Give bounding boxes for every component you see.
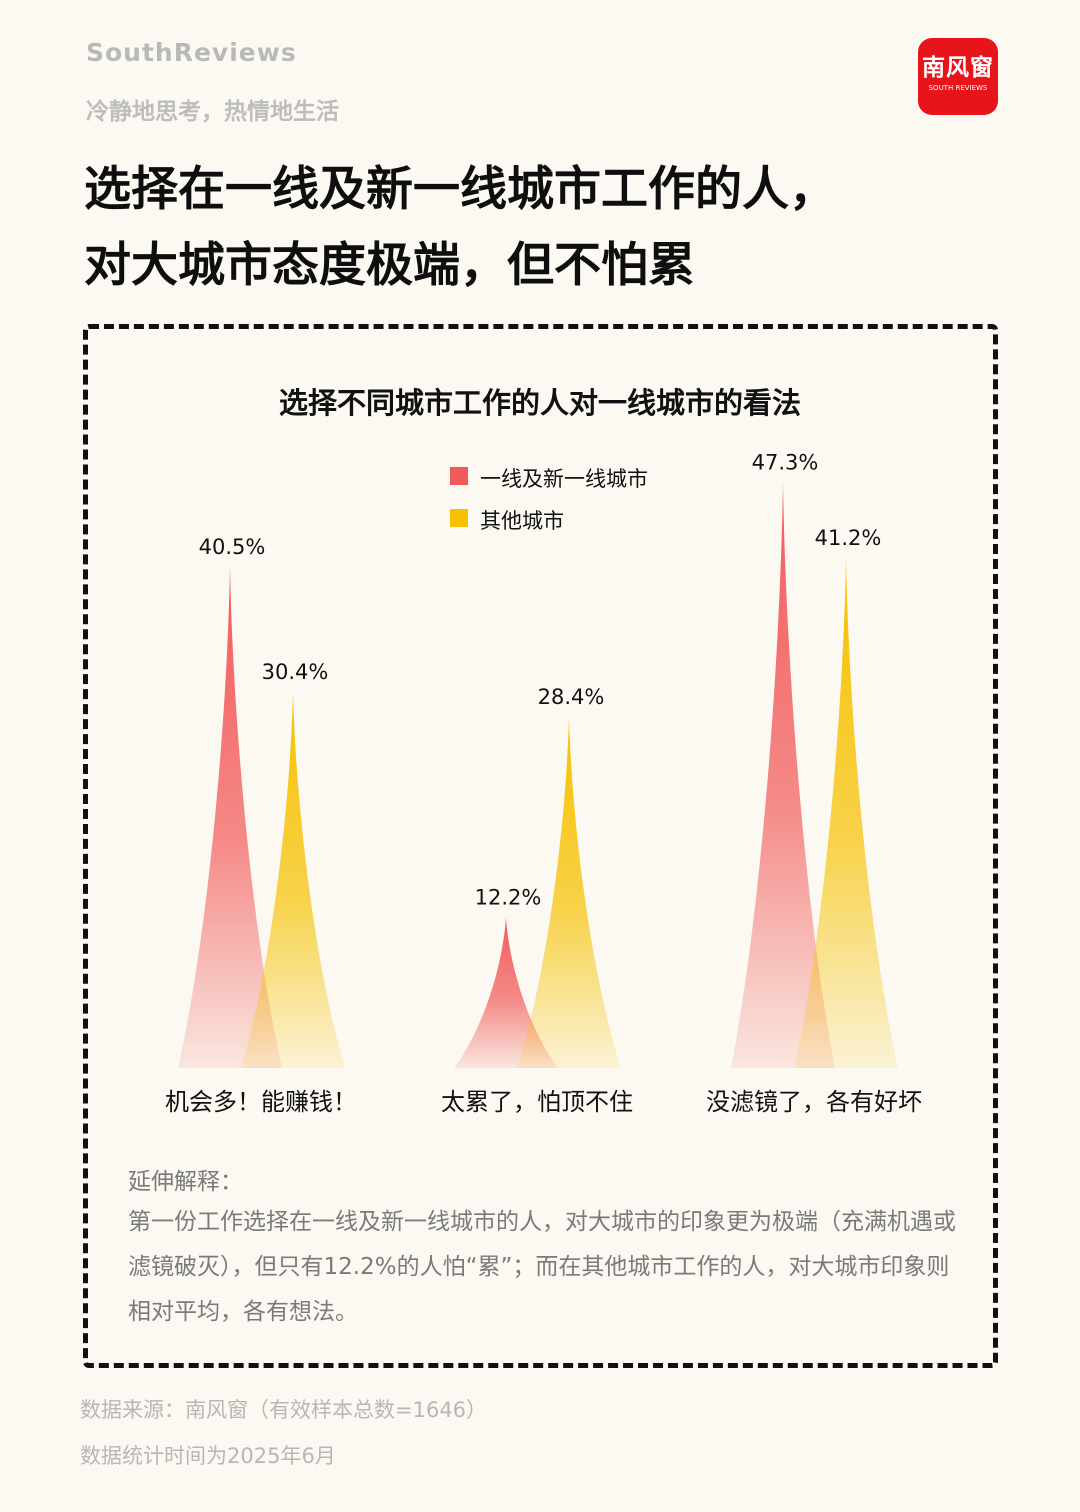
stat-time: 数据统计时间为2025年6月 bbox=[80, 1444, 336, 1468]
brand-logo: 南风窗 SOUTH REVIEWS bbox=[918, 38, 998, 115]
peak-other-1 bbox=[517, 715, 621, 1068]
legend-label-tier1: 一线及新一线城市 bbox=[480, 467, 648, 491]
title-line-2: 对大城市态度极端，但不怕累 bbox=[84, 238, 695, 293]
legend-swatch-tier1 bbox=[450, 467, 468, 485]
category-label-2: 没滤镜了，各有好坏 bbox=[706, 1088, 922, 1116]
category-label-0: 机会多！能赚钱！ bbox=[165, 1088, 357, 1116]
value-label-other-2: 41.2% bbox=[815, 526, 882, 550]
value-label-tier1-1: 12.2% bbox=[475, 886, 542, 910]
brand-slogan: 冷静地思考，热情地生活 bbox=[86, 99, 339, 125]
logo-text: 南风窗 bbox=[922, 55, 994, 81]
value-label-tier1-0: 40.5% bbox=[199, 535, 266, 559]
peak-other-2 bbox=[794, 557, 898, 1068]
data-source: 数据来源：南风窗（有效样本总数=1646） bbox=[80, 1398, 488, 1422]
note-body: 第一份工作选择在一线及新一线城市的人，对大城市的印象更为极端（充满机遇或滤镜破灭… bbox=[128, 1209, 956, 1325]
peak-tier1-0 bbox=[178, 565, 282, 1068]
value-label-tier1-2: 47.3% bbox=[752, 450, 819, 474]
brand-name: SouthReviews bbox=[86, 38, 297, 67]
value-label-other-1: 28.4% bbox=[538, 685, 605, 709]
category-label-1: 太累了，怕顶不住 bbox=[441, 1088, 633, 1116]
chart-frame bbox=[83, 324, 998, 1368]
page-title: 选择在一线及新一线城市工作的人， 对大城市态度极端，但不怕累 bbox=[84, 152, 836, 304]
peak-tier1-2 bbox=[731, 481, 835, 1069]
peak-other-0 bbox=[241, 691, 345, 1068]
value-label-other-0: 30.4% bbox=[262, 660, 329, 684]
legend-label-other: 其他城市 bbox=[480, 509, 564, 533]
legend-swatch-other bbox=[450, 509, 468, 527]
title-line-1: 选择在一线及新一线城市工作的人， bbox=[84, 162, 836, 217]
note-heading: 延伸解释： bbox=[128, 1169, 243, 1195]
logo-subtext: SOUTH REVIEWS bbox=[928, 84, 988, 92]
chart-title: 选择不同城市工作的人对一线城市的看法 bbox=[278, 386, 801, 420]
